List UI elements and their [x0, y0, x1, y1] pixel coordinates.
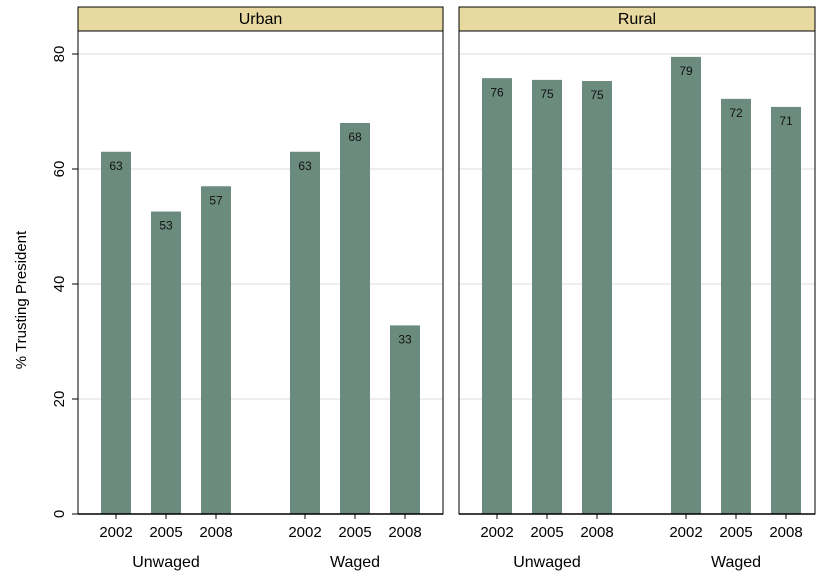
- bar: [721, 98, 751, 514]
- x-tick-label: 2005: [149, 524, 182, 541]
- y-tick-label: 40: [51, 276, 68, 293]
- value-label: 76: [490, 85, 504, 99]
- x-tick-label: 2008: [388, 524, 421, 541]
- x-tick-label: 2008: [769, 524, 802, 541]
- panel-border: [458, 30, 816, 515]
- bar: [582, 81, 612, 515]
- bar: [771, 106, 801, 515]
- panel-header: [77, 6, 444, 32]
- value-label: 57: [209, 193, 223, 207]
- x-tick-label: 2002: [99, 524, 132, 541]
- y-axis-label: % Trusting President: [13, 230, 30, 369]
- group-label: Unwaged: [513, 554, 581, 571]
- value-label: 33: [398, 333, 412, 347]
- bar: [290, 151, 320, 514]
- x-tick-label: 2008: [199, 524, 232, 541]
- group-label: Unwaged: [132, 554, 200, 571]
- x-tick-label: 2005: [338, 524, 371, 541]
- panel-border: [77, 30, 444, 515]
- value-label: 53: [159, 219, 173, 233]
- x-tick-label: 2002: [669, 524, 702, 541]
- group-label: Waged: [330, 554, 380, 571]
- value-label: 79: [679, 64, 693, 78]
- value-label: 63: [298, 159, 312, 173]
- x-tick-label: 2005: [530, 524, 563, 541]
- x-tick-label: 2005: [719, 524, 752, 541]
- bar: [151, 211, 181, 515]
- x-tick-label: 2002: [480, 524, 513, 541]
- value-label: 63: [109, 159, 123, 173]
- value-label: 71: [779, 114, 793, 128]
- panel-header: [458, 6, 816, 32]
- value-label: 68: [348, 130, 362, 144]
- bar: [532, 79, 562, 514]
- value-label: 75: [540, 87, 554, 101]
- bar: [482, 78, 512, 515]
- panel-title: Urban: [239, 11, 283, 28]
- x-tick-label: 2008: [580, 524, 613, 541]
- x-tick-label: 2002: [288, 524, 321, 541]
- y-tick-label: 0: [51, 510, 68, 518]
- y-tick-label: 20: [51, 391, 68, 408]
- bar: [201, 186, 231, 514]
- bar: [101, 151, 131, 514]
- group-label: Waged: [711, 554, 761, 571]
- y-tick-label: 80: [51, 46, 68, 63]
- value-label: 72: [729, 106, 743, 120]
- value-label: 75: [590, 88, 604, 102]
- bar: [340, 123, 370, 514]
- panel-title: Rural: [618, 11, 656, 28]
- bar: [390, 325, 420, 514]
- y-tick-label: 60: [51, 161, 68, 178]
- bar: [671, 56, 701, 514]
